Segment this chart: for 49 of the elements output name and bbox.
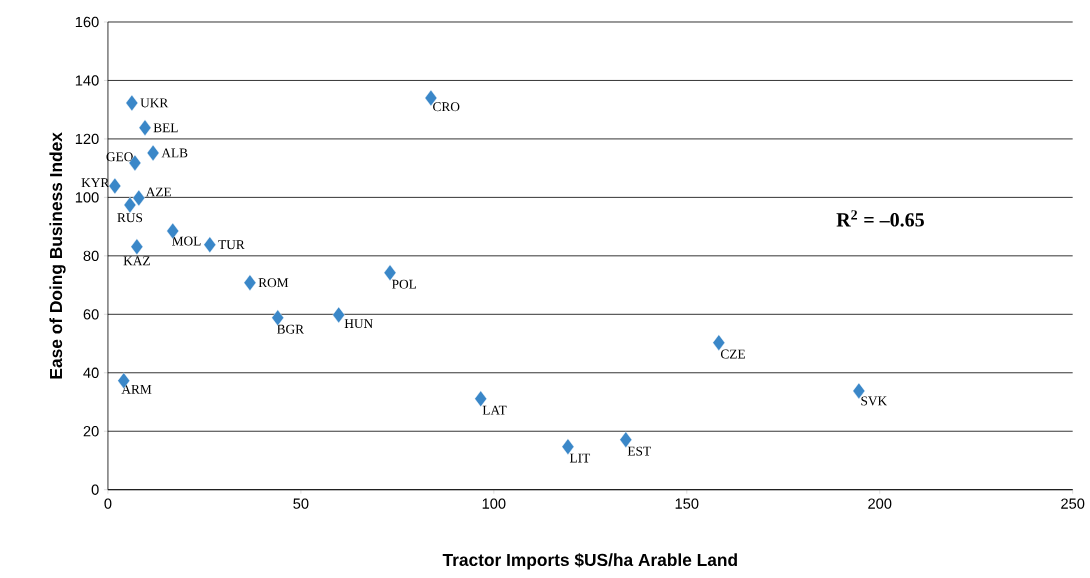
y-tick-label: 100 (75, 192, 99, 203)
point (243, 274, 257, 292)
y-tick-label: 120 (75, 133, 99, 145)
annotation: RUS (117, 213, 143, 223)
annotation: BEL (153, 123, 178, 133)
annotation: KAZ (123, 256, 150, 266)
text: R$^{2}$ = –0.65 (836, 210, 924, 227)
annotation: LAT (482, 405, 507, 415)
annotation: TUR (218, 240, 245, 250)
point (146, 144, 160, 162)
annotation: BGR (277, 324, 305, 334)
x-tick-label: 0 (104, 498, 112, 509)
point (138, 119, 152, 137)
annotation: ARM (121, 385, 152, 394)
annotation: ALB (161, 148, 188, 158)
point (123, 196, 137, 214)
x-axis-title: Tractor Imports $US/ha Arable Land (442, 553, 737, 570)
annotation: SVK (861, 396, 888, 406)
point (203, 236, 217, 254)
y-tick-label: 0 (91, 484, 99, 496)
point (108, 177, 122, 195)
annotation: CZE (720, 349, 745, 359)
y-tick-label: 140 (75, 75, 99, 86)
y-tick-label: 40 (83, 367, 99, 379)
annotation: HUN (344, 319, 373, 329)
annotation: LIT (569, 453, 591, 463)
x-tick-label: 100 (482, 498, 506, 509)
x-tick-label: 200 (868, 498, 892, 509)
annotation: GEO (106, 152, 133, 162)
annotation: AZE (145, 187, 171, 197)
y-tick-label: 160 (75, 16, 99, 28)
annotation: ROM (258, 278, 289, 288)
annotation: EST (627, 446, 651, 456)
x-tick-label: 250 (1061, 498, 1085, 509)
y-axis-title: Ease of Doing Business Index (49, 132, 66, 379)
annotation: KYR (81, 178, 110, 188)
x-tick-label: 50 (293, 498, 309, 509)
annotation: CRO (433, 102, 460, 112)
annotation: MOL (172, 236, 201, 246)
x-tick-label: 150 (675, 498, 699, 509)
point (125, 94, 139, 112)
point (132, 189, 146, 207)
annotation: UKR (140, 98, 169, 108)
annotation: POL (392, 279, 416, 289)
point (332, 306, 345, 324)
y-tick-label: 60 (83, 309, 99, 320)
y-tick-label: 20 (83, 426, 99, 437)
y-tick-label: 80 (83, 250, 99, 262)
point (130, 238, 144, 256)
